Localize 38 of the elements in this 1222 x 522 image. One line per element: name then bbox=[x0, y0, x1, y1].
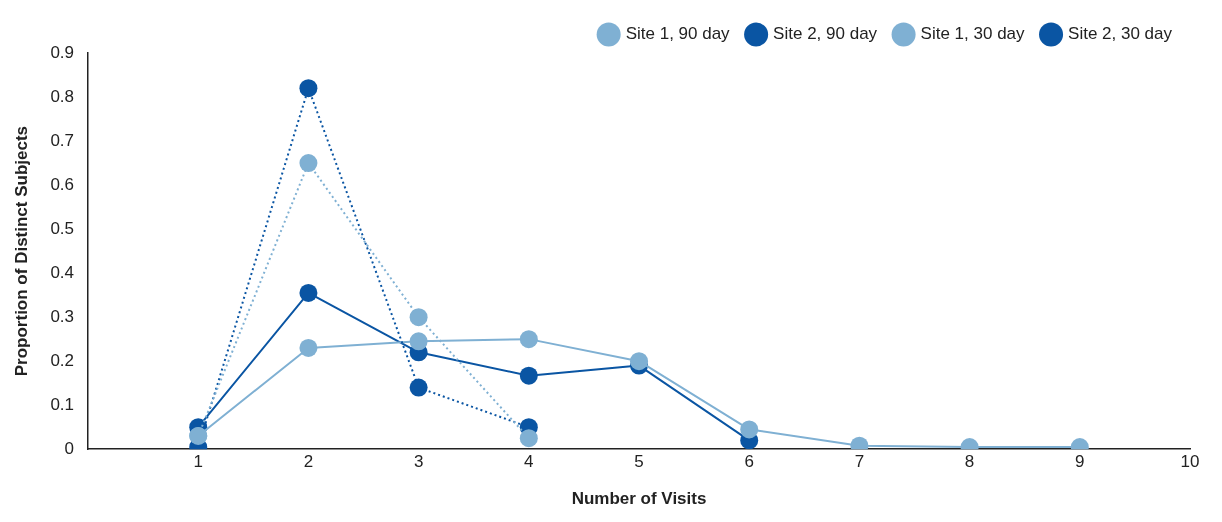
legend-label: Site 1, 30 day bbox=[920, 24, 1026, 44]
x-tick-label: 8 bbox=[964, 452, 975, 472]
legend-label: Site 2, 30 day bbox=[1068, 24, 1173, 44]
x-tick-label: 4 bbox=[524, 452, 534, 472]
legend-label: Site 2, 90 day bbox=[773, 24, 878, 44]
y-tick-label: 0 bbox=[64, 438, 75, 458]
x-tick-label: 1 bbox=[193, 452, 203, 472]
y-tick-label: 0.5 bbox=[50, 218, 75, 238]
x-tick-label: 3 bbox=[413, 452, 424, 472]
y-tick-label: 0.3 bbox=[50, 306, 75, 326]
point bbox=[409, 378, 428, 397]
point bbox=[519, 366, 538, 385]
x-tick-label: 10 bbox=[1180, 452, 1200, 472]
y-tick-label: 0.2 bbox=[50, 350, 75, 370]
point bbox=[299, 79, 318, 98]
point bbox=[409, 308, 428, 327]
y-tick-label: 0.8 bbox=[50, 86, 75, 106]
x-tick-label: 2 bbox=[303, 452, 314, 472]
legend-label: Site 1, 90 day bbox=[625, 24, 731, 44]
point bbox=[299, 283, 318, 302]
point bbox=[630, 352, 649, 371]
point bbox=[519, 429, 538, 448]
y-tick-label: 0.7 bbox=[50, 130, 75, 150]
point bbox=[299, 338, 318, 357]
x-tick-label: 7 bbox=[854, 452, 865, 472]
y-axis-title: Proportion of Distinct Subjects bbox=[11, 125, 31, 377]
point bbox=[409, 332, 428, 351]
x-axis-title: Number of Visits bbox=[571, 489, 707, 509]
y-tick-label: 0.4 bbox=[50, 262, 75, 282]
point bbox=[519, 330, 538, 349]
x-tick-label: 6 bbox=[744, 452, 754, 472]
point bbox=[740, 420, 759, 439]
y-tick-label: 0.1 bbox=[50, 394, 75, 414]
x-tick-label: 5 bbox=[634, 452, 644, 472]
point bbox=[299, 154, 318, 173]
y-tick-label: 0.6 bbox=[50, 174, 75, 194]
y-tick-label: 0.9 bbox=[50, 42, 75, 62]
x-tick-label: 9 bbox=[1075, 452, 1085, 472]
